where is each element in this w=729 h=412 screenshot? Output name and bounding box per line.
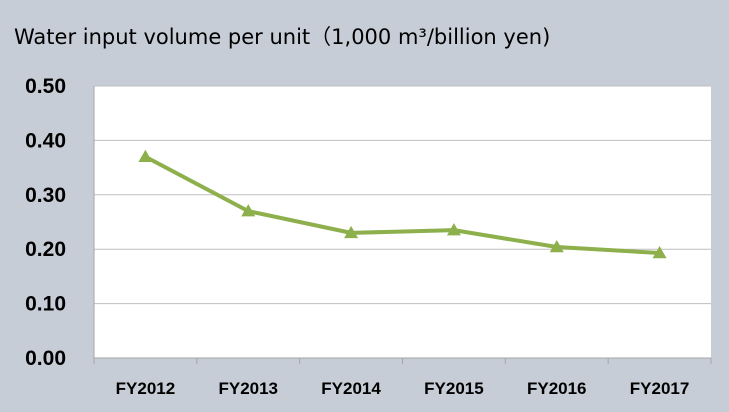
y-axis-ticks: 0.00 0.10 0.20 0.30 0.40 0.50 — [25, 75, 66, 370]
data-point-marker — [446, 223, 461, 236]
plot-area — [94, 86, 711, 358]
x-tick-label: FY2016 — [527, 379, 587, 398]
data-point-marker — [241, 204, 256, 217]
y-tick-label: 0.20 — [25, 238, 66, 261]
data-point-marker — [652, 246, 667, 259]
data-point-marker — [549, 240, 564, 253]
data-point-marker — [344, 225, 359, 239]
chart-title: Water input volume per unit（1,000 m³/bil… — [14, 25, 550, 49]
y-tick-label: 0.50 — [25, 75, 66, 98]
x-tick-label: FY2017 — [630, 379, 690, 398]
x-tick-label: FY2013 — [218, 379, 278, 398]
y-tick-label: 0.40 — [25, 129, 66, 152]
axes — [93, 86, 712, 364]
x-tick-label: FY2012 — [116, 379, 176, 398]
x-tick-label: FY2014 — [321, 379, 381, 398]
y-tick-label: 0.30 — [25, 184, 66, 207]
x-axis-ticks: FY2012 FY2013 FY2014 FY2015 FY2016 FY2017 — [116, 379, 690, 398]
series-line-group — [138, 149, 667, 259]
series-line — [143, 154, 662, 256]
y-tick-label: 0.00 — [25, 347, 66, 370]
y-tick-label: 0.10 — [25, 293, 66, 316]
data-point-marker — [138, 149, 153, 162]
x-tick-label: FY2015 — [424, 379, 484, 398]
